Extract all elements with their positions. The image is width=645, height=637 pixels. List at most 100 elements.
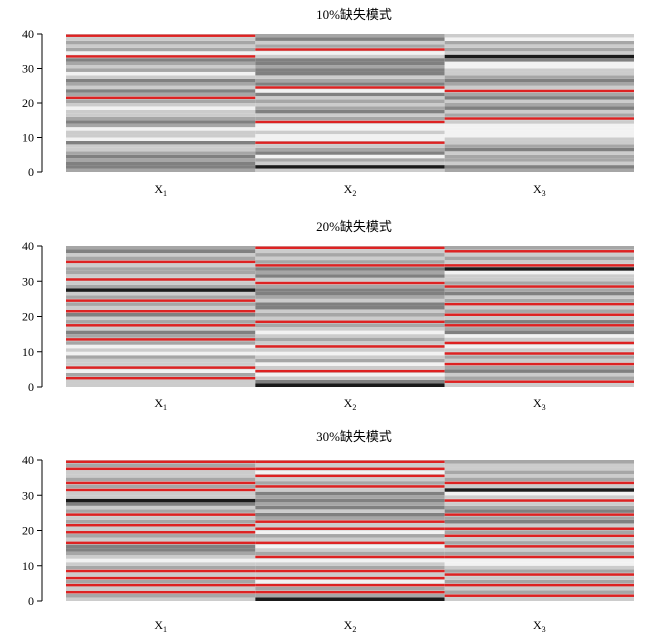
heatmap-cell [255,116,445,121]
heatmap-cell [444,523,634,527]
heatmap-cell [444,246,634,250]
missing-cell [444,499,634,502]
heatmap-cell [444,372,634,377]
y-tick-label: 10 [22,131,34,145]
missing-cell [255,369,445,373]
heatmap-cell [66,147,256,152]
heatmap-cell [255,516,445,520]
heatmap-cell [444,470,634,475]
heatmap-cell [66,165,256,169]
missing-cell [66,376,256,380]
y-tick-label: 40 [22,27,34,41]
heatmap-cell [66,267,256,271]
heatmap-cell [444,334,634,338]
heatmap-cell [255,109,445,114]
heatmap-cell [66,284,256,289]
heatmap-cell [444,151,634,155]
heatmap-cell [444,277,634,282]
missing-cell [66,96,256,100]
heatmap-cell [255,309,445,313]
missing-cell [66,531,256,534]
heatmap-cell [444,576,634,580]
heatmap-cell [66,106,256,110]
heatmap-panel-1: 10%缺失模式 0 10 20 30 40 X1 X2 X3 [22,7,634,198]
heatmap-cell [255,256,445,261]
heatmap-cell [255,37,445,41]
heatmap-cell [444,61,634,66]
heatmap-cell [255,330,445,335]
heatmap-cell [444,295,634,299]
missing-cell [66,488,256,492]
heatmap-cell [444,488,634,492]
heatmap-cell [66,58,256,62]
heatmap-column-1 [66,460,256,601]
heatmap-cell [66,579,256,584]
heatmap-cell [444,161,634,166]
heatmap-cell [255,44,445,48]
heatmap-cell [66,312,256,317]
missing-cell [444,527,634,530]
missing-cell [66,467,256,471]
heatmap-cell [255,165,445,169]
missing-cell [444,573,634,576]
heatmap-cell [255,58,445,62]
missing-cell [66,590,256,594]
heatmap-cell [255,312,445,317]
heatmap-cell [255,249,445,254]
heatmap-cell [444,562,634,566]
heatmap-cell [444,96,634,100]
missing-cell [66,278,256,281]
missing-cell [66,55,256,58]
heatmap-cell [66,505,256,510]
heatmap-cell [255,89,445,93]
heatmap-cell [255,334,445,338]
missing-cell [255,576,445,580]
missing-cell [255,485,445,488]
heatmap-cell [444,71,634,76]
missing-cell [444,594,634,597]
heatmap-cell [66,484,256,489]
heatmap-cell [255,558,445,563]
heatmap-cell [444,348,634,352]
heatmap-cell [66,509,256,513]
heatmap-cell [444,65,634,69]
heatmap-cell [255,134,445,138]
y-tick-label: 40 [22,239,34,253]
heatmap-cell [66,168,256,172]
missing-cell [255,520,445,523]
heatmap-cell [66,291,256,296]
missing-cell [66,260,256,264]
heatmap-cell [444,51,634,55]
missing-cell [66,576,256,580]
heatmap-cell [444,130,634,135]
heatmap-cell [66,274,256,278]
heatmap-cell [444,376,634,380]
heatmap-cell [444,569,634,573]
missing-cell [255,583,445,587]
heatmap-cell [255,103,445,107]
y-tick-label: 0 [28,380,34,394]
missing-cell [66,34,256,37]
heatmap-cell [444,109,634,114]
missing-cell [444,324,634,327]
heatmap-cell [255,274,445,278]
heatmap-cell [444,82,634,86]
heatmap-cell [255,96,445,100]
heatmap-cell [444,579,634,584]
heatmap-cell [444,537,634,542]
missing-cell [255,527,445,530]
missing-cell [66,541,256,545]
heatmap-cell [255,379,445,384]
heatmap-cell [444,85,634,90]
heatmap-cell [444,120,634,124]
heatmap-cell [255,302,445,306]
missing-cell [444,362,634,366]
heatmap-column-1 [66,246,256,387]
heatmap-cell [66,348,256,352]
missing-cell [255,320,445,324]
y-tick-label: 20 [22,524,34,538]
heatmap-cell [255,572,445,577]
heatmap-cell [66,82,256,86]
heatmap-cell [255,78,445,83]
heatmap-cell [66,558,256,563]
